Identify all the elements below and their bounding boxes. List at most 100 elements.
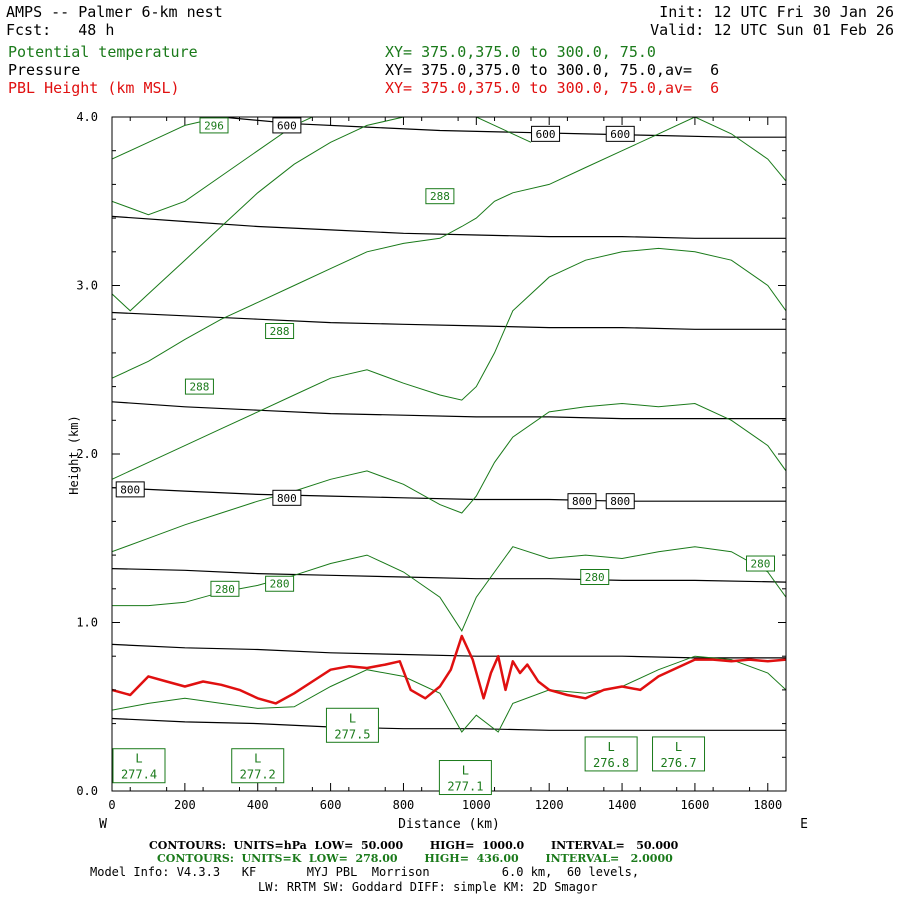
low-marker-box	[231, 748, 285, 784]
footer-contours-theta: CONTOURS: UNITS=K LOW= 278.00 HIGH= 436.…	[157, 852, 673, 865]
theta-contour-label-box	[265, 575, 295, 592]
pressure-contour-950	[112, 643, 786, 659]
theta-contour-label: 280	[215, 583, 235, 596]
y-axis-label: Height (km)	[67, 415, 81, 494]
theta-contour	[112, 117, 224, 160]
x-tick-label: 1600	[680, 798, 709, 812]
theta-contour	[112, 655, 786, 733]
theta-contour-label: 288	[190, 381, 210, 394]
pressure-contour-label: 800	[120, 483, 140, 496]
low-marker-value: 277.4	[121, 768, 157, 782]
theta-contour-label: 280	[585, 571, 605, 584]
theta-contour	[112, 117, 532, 312]
pressure-contour-label: 800	[610, 495, 630, 508]
pressure-contour-1000	[112, 717, 786, 731]
theta-contour	[112, 117, 314, 216]
low-marker-letter: L	[608, 740, 615, 754]
app-title: AMPS -- Palmer 6-km nest	[6, 3, 223, 21]
pressure-contour-label: 800	[277, 492, 297, 505]
theta-contour	[112, 546, 786, 632]
theta-contour-label-box	[210, 580, 240, 597]
theta-contour-label-box	[425, 188, 455, 205]
pbl-height-line	[112, 634, 786, 705]
theta-contour-label: 288	[430, 190, 450, 203]
low-marker-letter: L	[675, 740, 682, 754]
plot-frame	[111, 116, 787, 792]
low-marker-value: 277.5	[334, 727, 370, 741]
low-marker-letter: L	[254, 752, 261, 766]
theta-contour-label-box	[184, 378, 214, 395]
pressure-contour-700	[112, 215, 786, 239]
theta-contour-label: 280	[751, 558, 771, 571]
low-marker-box	[438, 760, 492, 796]
theta-contour	[112, 402, 786, 553]
pressure-contour-600	[216, 117, 786, 138]
theta-contour	[112, 247, 786, 480]
y-tick-label: 0.0	[76, 784, 98, 798]
theta-contour-label-box	[199, 117, 229, 134]
low-marker-box	[652, 736, 706, 772]
footer-contours-pressure: CONTOURS: UNITS=hPa LOW= 50.000 HIGH= 10…	[149, 839, 679, 852]
low-marker-box	[112, 748, 166, 784]
theta-contour-label: 280	[270, 578, 290, 591]
field-xy-theta: XY= 375.0,375.0 to 300.0, 75.0	[385, 43, 656, 61]
x-tick-label: 1800	[753, 798, 782, 812]
theta-contour-label: 288	[270, 325, 290, 338]
low-marker-box	[584, 736, 638, 772]
valid-time: Valid: 12 UTC Sun 01 Feb 26	[650, 21, 894, 39]
pressure-contour-850	[112, 487, 786, 502]
x-axis-label: Distance (km)	[398, 817, 500, 832]
x-tick-label: 600	[320, 798, 342, 812]
y-tick-label: 2.0	[76, 447, 98, 461]
west-label: W	[99, 817, 107, 832]
low-marker-box	[325, 707, 379, 743]
theta-contour-label: 296	[204, 119, 224, 132]
low-marker-value: 277.2	[240, 768, 276, 782]
x-tick-label: 400	[247, 798, 269, 812]
pressure-contour-label-box	[605, 125, 635, 142]
pressure-contour-label-box	[531, 125, 561, 142]
x-tick-label: 800	[393, 798, 415, 812]
pressure-contour-label-box	[272, 489, 302, 506]
low-marker-value: 277.1	[447, 780, 483, 794]
theta-contour-label-box	[265, 322, 295, 339]
pressure-contour-label-box	[605, 493, 635, 510]
y-tick-label: 1.0	[76, 616, 98, 630]
footer-physics: LW: RRTM SW: Goddard DIFF: simple KM: 2D…	[258, 880, 598, 894]
low-marker-letter: L	[135, 752, 142, 766]
east-label: E	[800, 817, 808, 832]
pressure-contour-label-box	[272, 117, 302, 134]
field-name-pbl: PBL Height (km MSL)	[8, 79, 180, 97]
x-tick-label: 0	[108, 798, 115, 812]
y-tick-label: 3.0	[76, 279, 98, 293]
pressure-contour-label: 600	[277, 119, 297, 132]
field-name-pressure: Pressure	[8, 61, 81, 79]
x-tick-label: 1200	[535, 798, 564, 812]
low-marker-letter: L	[349, 711, 356, 725]
field-name-theta: Potential temperature	[8, 43, 198, 61]
field-xy-pbl: XY= 375.0,375.0 to 300.0, 75.0,av= 6	[385, 79, 720, 97]
field-xy-pressure: XY= 375.0,375.0 to 300.0, 75.0,av= 6	[385, 61, 720, 79]
x-tick-label: 200	[174, 798, 196, 812]
theta-contour	[112, 117, 786, 379]
x-tick-label: 1400	[608, 798, 637, 812]
y-tick-label: 4.0	[76, 110, 98, 124]
pressure-contour-label: 600	[610, 128, 630, 141]
low-marker-letter: L	[462, 764, 469, 778]
low-marker-value: 276.7	[660, 756, 696, 770]
pressure-contour-label-box	[115, 481, 145, 498]
pressure-contour-label: 600	[536, 128, 556, 141]
forecast-hour: Fcst: 48 h	[6, 21, 115, 39]
pressure-contour-750	[112, 311, 786, 330]
theta-contour-label-box	[580, 569, 610, 586]
footer-model-info: Model Info: V4.3.3 KF MYJ PBL Morrison 6…	[90, 865, 640, 879]
pressure-contour-label-box	[567, 493, 597, 510]
init-time: Init: 12 UTC Fri 30 Jan 26	[659, 3, 894, 21]
x-tick-label: 1000	[462, 798, 491, 812]
pressure-contour-label: 800	[572, 495, 592, 508]
pressure-contour-900	[112, 568, 786, 583]
low-marker-value: 276.8	[593, 756, 629, 770]
theta-contour-label-box	[745, 555, 775, 572]
pressure-contour-800	[112, 401, 786, 420]
